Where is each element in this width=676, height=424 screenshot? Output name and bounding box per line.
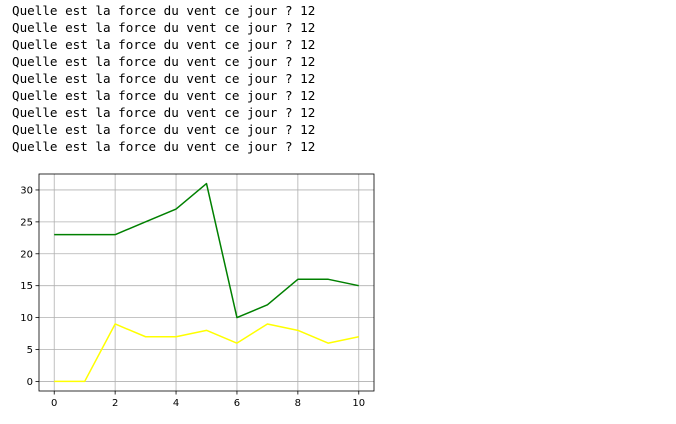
console-line: Quelle est la force du vent ce jour ? 12 (12, 122, 316, 137)
x-tick-label: 8 (295, 398, 301, 409)
x-tick-label: 2 (112, 398, 118, 409)
wind-chart: 0 2 4 6 8 10 0 5 10 15 20 25 30 (20, 173, 375, 409)
series-line-1 (54, 323, 359, 383)
console-line: Quelle est la force du vent ce jour ? 12 (12, 88, 316, 103)
y-tick-label: 10 (20, 313, 33, 324)
y-tick-label: 0 (27, 377, 33, 388)
console-line: Quelle est la force du vent ce jour ? 12 (12, 71, 316, 86)
console-line: Quelle est la force du vent ce jour ? 12 (12, 105, 316, 120)
console-line: Quelle est la force du vent ce jour ? 12 (12, 3, 316, 18)
y-tick-label: 5 (27, 345, 33, 356)
y-tick-label: 30 (20, 185, 33, 196)
x-tick-label: 4 (173, 398, 179, 409)
console-output: Quelle est la force du vent ce jour ? 12… (12, 2, 652, 155)
x-tick-label: 0 (51, 398, 57, 409)
x-tick-label: 6 (234, 398, 240, 409)
console-line: Quelle est la force du vent ce jour ? 12 (12, 20, 316, 35)
console-line: Quelle est la force du vent ce jour ? 12 (12, 139, 316, 154)
y-tick-label: 25 (20, 217, 33, 228)
console-line: Quelle est la force du vent ce jour ? 12 (12, 54, 316, 69)
y-tick-label: 15 (20, 281, 33, 292)
x-tick-label: 10 (352, 398, 365, 409)
series-line-0 (54, 182, 359, 319)
y-tick-label: 20 (20, 249, 33, 260)
plot-frame (38, 173, 375, 392)
console-line: Quelle est la force du vent ce jour ? 12 (12, 37, 316, 52)
